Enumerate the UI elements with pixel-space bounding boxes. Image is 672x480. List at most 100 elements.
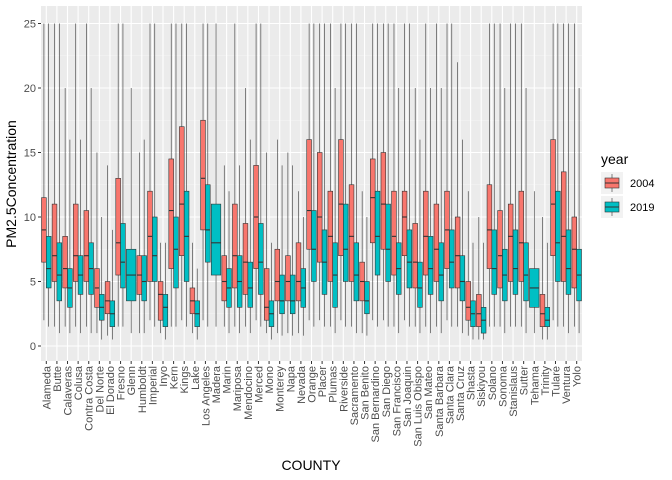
box-2004 <box>73 23 79 327</box>
x-tick-label: Orange <box>307 366 319 403</box>
box-2004 <box>359 191 365 334</box>
box-body <box>311 210 317 282</box>
box-body <box>449 229 455 289</box>
box-body <box>168 158 174 269</box>
x-tick-label: San Diego <box>381 366 393 417</box>
box-body <box>406 229 413 289</box>
box-body <box>385 203 391 282</box>
box-body <box>348 184 355 282</box>
box-2004 <box>263 152 270 334</box>
box-body <box>210 203 222 276</box>
box-2019 <box>205 23 211 327</box>
box-body <box>512 229 519 295</box>
box-2019 <box>279 165 285 336</box>
x-tick-label: Los Angeles <box>200 366 212 426</box>
box-body <box>523 242 529 302</box>
box-body <box>152 216 158 282</box>
box-2004 <box>242 88 249 327</box>
box-2004 <box>306 23 312 321</box>
box-body <box>438 242 444 302</box>
box-marks <box>41 23 582 340</box>
box-2004 <box>518 23 524 327</box>
box-2004 <box>147 23 153 321</box>
box-2019 <box>353 23 360 334</box>
box-2004 <box>486 23 493 327</box>
x-tick-label: Butte <box>52 366 64 392</box>
box-2019 <box>396 88 402 334</box>
x-tick-label: Madera <box>211 365 223 403</box>
x-tick-label: San Francisco <box>391 366 403 436</box>
box-2004 <box>561 23 567 327</box>
box-body <box>571 216 577 289</box>
box-2019 <box>77 139 84 334</box>
x-tick-label: Humboldt <box>137 366 149 413</box>
x-tick-label: Kern <box>169 366 181 389</box>
x-tick-label: Kings <box>179 366 191 394</box>
legend-title: year <box>601 151 629 167</box>
box-2019 <box>502 88 508 334</box>
box-body <box>247 261 253 308</box>
x-tick-label: Imperial <box>147 366 159 405</box>
box-body <box>46 236 52 289</box>
box-body <box>338 139 344 257</box>
box-body <box>120 223 126 289</box>
box-2019 <box>449 23 455 327</box>
box-2004 <box>200 23 206 321</box>
box-body <box>465 281 471 321</box>
box-body <box>518 190 524 282</box>
box-2004 <box>338 23 344 321</box>
box-2019 <box>99 217 105 340</box>
box-2004 <box>94 152 100 334</box>
box-2019 <box>512 23 519 327</box>
x-tick-label: San Luis Obispo <box>413 366 425 447</box>
box-2004 <box>136 152 143 334</box>
box-2019 <box>67 139 73 334</box>
box-2004 <box>412 88 418 327</box>
box-body <box>83 210 90 282</box>
box-2019 <box>576 88 582 334</box>
box-body <box>380 152 387 250</box>
box-body <box>497 210 503 289</box>
y-tick-label: 5 <box>30 277 36 289</box>
box-body <box>544 306 550 327</box>
x-axis-title: COUNTY <box>281 457 341 473</box>
box-2019 <box>364 217 370 336</box>
box-2019 <box>56 23 62 334</box>
box-2019 <box>247 139 253 334</box>
box-2019 <box>226 191 232 334</box>
box-2004 <box>274 139 280 334</box>
box-2019 <box>210 23 222 327</box>
box-2019 <box>555 23 561 327</box>
box-2019 <box>565 23 572 334</box>
box-body <box>555 190 561 282</box>
box-2019 <box>343 23 349 327</box>
y-axis-title: PM2.5Concentration <box>3 120 19 248</box>
box-body <box>51 203 58 282</box>
x-tick-label: Ventura <box>561 365 573 404</box>
box-2019 <box>480 242 487 340</box>
box-2004 <box>62 88 68 327</box>
x-tick-label: Contra Costa <box>84 365 96 431</box>
box-body <box>62 236 68 289</box>
legend-label: 2019 <box>630 202 654 214</box>
box-2004 <box>380 23 387 321</box>
x-tick-label: Santa Barbara <box>434 365 446 437</box>
x-tick-label: Lake <box>190 366 202 390</box>
y-axis: 0 5 10 15 20 25 <box>24 19 41 353</box>
x-tick-label: Colusa <box>73 365 85 400</box>
box-2019 <box>236 165 243 334</box>
box-body <box>279 274 285 315</box>
x-tick-label: Glenn <box>126 366 138 395</box>
box-2004 <box>317 23 323 321</box>
box-2019 <box>46 23 52 327</box>
box-2019 <box>523 88 529 334</box>
box-2019 <box>332 88 338 334</box>
x-tick-label: San Bernardino <box>370 366 382 442</box>
box-body <box>374 190 381 276</box>
box-body <box>401 190 408 256</box>
box-2019 <box>88 88 94 334</box>
box-2019 <box>194 268 200 340</box>
x-tick-label: Siskiyou <box>476 366 488 407</box>
box-2019 <box>126 88 137 334</box>
